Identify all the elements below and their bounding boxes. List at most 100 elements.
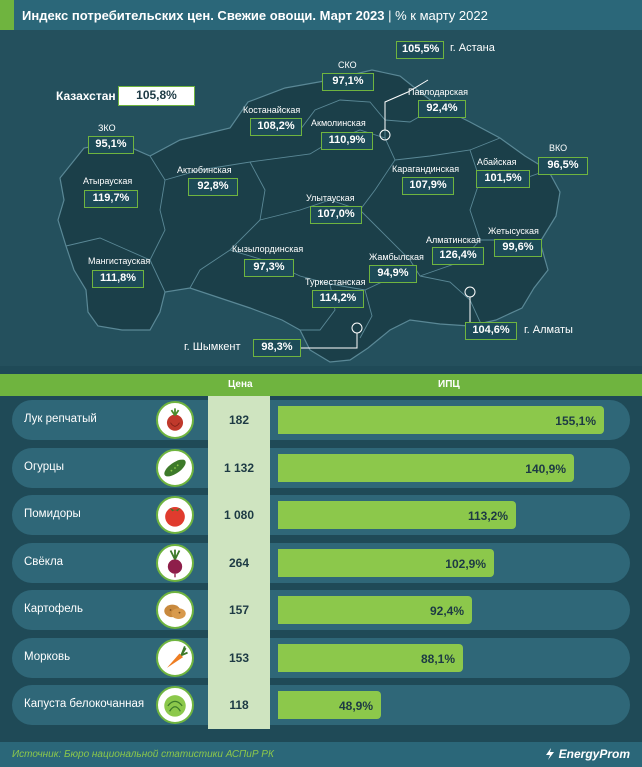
cpi-bar: 102,9%: [278, 548, 494, 577]
cpi-value-label: 102,9%: [445, 556, 486, 571]
cpi-value-label: 88,1%: [420, 651, 455, 666]
cpi-value-label: 155,1%: [555, 414, 596, 428]
page-subtitle: % к марту 2022: [395, 8, 488, 23]
price-value: 1 132: [223, 460, 255, 475]
price-cell: 264: [208, 538, 270, 587]
region-value-zhambyl: 94,9%: [369, 265, 417, 283]
title-accent: [0, 0, 14, 30]
table-row: Помидоры 1 080 113,2%: [12, 491, 630, 539]
city-label-shymkent: г. Шымкент: [184, 341, 241, 353]
price-cell: 1 132: [208, 443, 270, 492]
cpi-value-label: 92,4%: [429, 604, 464, 618]
region-value-aktobe: 92,8%: [188, 178, 238, 196]
source-note: Источник: Бюро национальной статистики А…: [12, 749, 274, 760]
region-label-zko: ЗКО: [98, 123, 116, 133]
region-value-almaty-region: 126,4%: [432, 247, 484, 265]
region-value-karaganda: 107,9%: [402, 177, 454, 195]
table-row: Свёкла 264 102,9%: [12, 538, 630, 587]
region-value-ulytau: 107,0%: [310, 206, 362, 224]
beet-icon: [156, 543, 194, 582]
region-label-abai: Абайская: [477, 157, 517, 167]
city-value-astana: 105,5%: [396, 41, 444, 59]
cpi-bar: 48,9%: [278, 691, 381, 719]
region-value-turkestan: 114,2%: [312, 290, 364, 308]
cucumber-icon: [156, 448, 194, 487]
price-cell: 1 080: [208, 491, 270, 539]
region-label-pavlodar: Павлодарская: [408, 87, 468, 97]
cpi-bar: 88,1%: [278, 643, 463, 672]
lightning-icon: [545, 748, 554, 760]
table-row: Капуста белокочанная 118 48,9%: [12, 681, 630, 729]
cpi-value-label: 140,9%: [525, 461, 566, 476]
potato-icon: [156, 591, 194, 629]
region-value-akmola: 110,9%: [321, 132, 373, 150]
region-value-mangystau: 111,8%: [92, 270, 144, 288]
region-label-karaganda: Карагандинская: [392, 164, 460, 174]
table-header: Цена ИПЦ: [0, 374, 642, 396]
product-name: Картофель: [24, 603, 83, 615]
product-name: Помидоры: [24, 508, 81, 520]
price-value: 118: [229, 698, 249, 712]
region-label-mangystau: Мангистауская: [88, 256, 151, 266]
cabbage-icon: [156, 686, 194, 724]
country-value: 105,8%: [118, 86, 195, 106]
product-name: Капуста белокочанная: [24, 698, 145, 710]
column-header-price: Цена: [228, 379, 253, 390]
footer: Источник: Бюро национальной статистики А…: [0, 742, 642, 767]
cpi-bar: 155,1%: [278, 406, 604, 434]
price-cell: 153: [208, 633, 270, 682]
table-row: Картофель 157 92,4%: [12, 586, 630, 634]
region-label-atyrau: Атырауская: [83, 176, 133, 186]
region-label-sko: СКО: [338, 60, 357, 70]
country-shape: [57, 69, 561, 363]
cpi-bar: 113,2%: [278, 501, 516, 529]
price-value: 157: [228, 603, 250, 617]
city-label-almaty: г. Алматы: [524, 324, 573, 336]
price-value: 264: [228, 555, 250, 570]
region-label-akmola: Акмолинская: [311, 118, 366, 128]
product-name: Свёкла: [24, 555, 64, 568]
cpi-value-label: 113,2%: [467, 509, 508, 523]
product-name: Морковь: [24, 650, 71, 663]
region-label-vko: ВКО: [549, 143, 568, 153]
table-row: Лук репчатый 182 155,1%: [12, 396, 630, 444]
region-value-zko: 95,1%: [88, 136, 134, 154]
price-value: 153: [228, 650, 250, 665]
brand-logo: EnergyProm: [544, 747, 630, 761]
region-value-atyrau: 119,7%: [84, 190, 138, 208]
price-value: 1 080: [223, 508, 255, 522]
region-label-aktobe: Актюбинская: [177, 165, 232, 175]
onion-icon: [156, 401, 194, 439]
region-label-kostanay: Костанайская: [243, 105, 301, 115]
price-cell: 182: [208, 396, 270, 444]
product-name: Огурцы: [24, 460, 65, 473]
region-value-kyzylorda: 97,3%: [244, 259, 294, 277]
price-value: 182: [228, 413, 250, 427]
table-row: Морковь 153 88,1%: [12, 633, 630, 682]
region-value-zhetysu: 99,6%: [494, 239, 542, 257]
title-bar: Индекс потребительских цен. Свежие овощи…: [0, 0, 642, 30]
region-value-pavlodar: 92,4%: [418, 100, 466, 118]
country-label: Казахстан: [56, 89, 116, 103]
region-label-zhetysu: Жетысуская: [488, 226, 539, 236]
city-value-shymkent: 98,3%: [253, 339, 301, 357]
cpi-value-label: 48,9%: [338, 699, 373, 713]
price-cell: 118: [208, 681, 270, 729]
region-label-almaty-region: Алматинская: [426, 235, 481, 245]
cpi-bar: 140,9%: [278, 453, 574, 482]
city-value-almaty: 104,6%: [465, 322, 517, 340]
page-title: Индекс потребительских цен. Свежие овощи…: [22, 8, 488, 23]
city-label-astana: г. Астана: [450, 42, 495, 54]
region-label-turkestan: Туркестанская: [305, 277, 366, 287]
tomato-icon: [156, 496, 194, 534]
column-header-cpi: ИПЦ: [438, 379, 460, 390]
region-label-zhambyl: Жамбылская: [369, 252, 424, 262]
region-value-kostanay: 108,2%: [250, 118, 302, 136]
region-value-sko: 97,1%: [322, 73, 374, 91]
region-label-ulytau: Улытауская: [306, 193, 355, 203]
map-area: Казахстан 105,8% СКО 97,1% Павлодарская …: [0, 30, 642, 366]
cpi-bar: 92,4%: [278, 596, 472, 624]
region-label-kyzylorda: Кызылординская: [232, 244, 304, 254]
table-row: Огурцы 1 132 140,9%: [12, 443, 630, 492]
carrot-icon: [156, 638, 194, 677]
